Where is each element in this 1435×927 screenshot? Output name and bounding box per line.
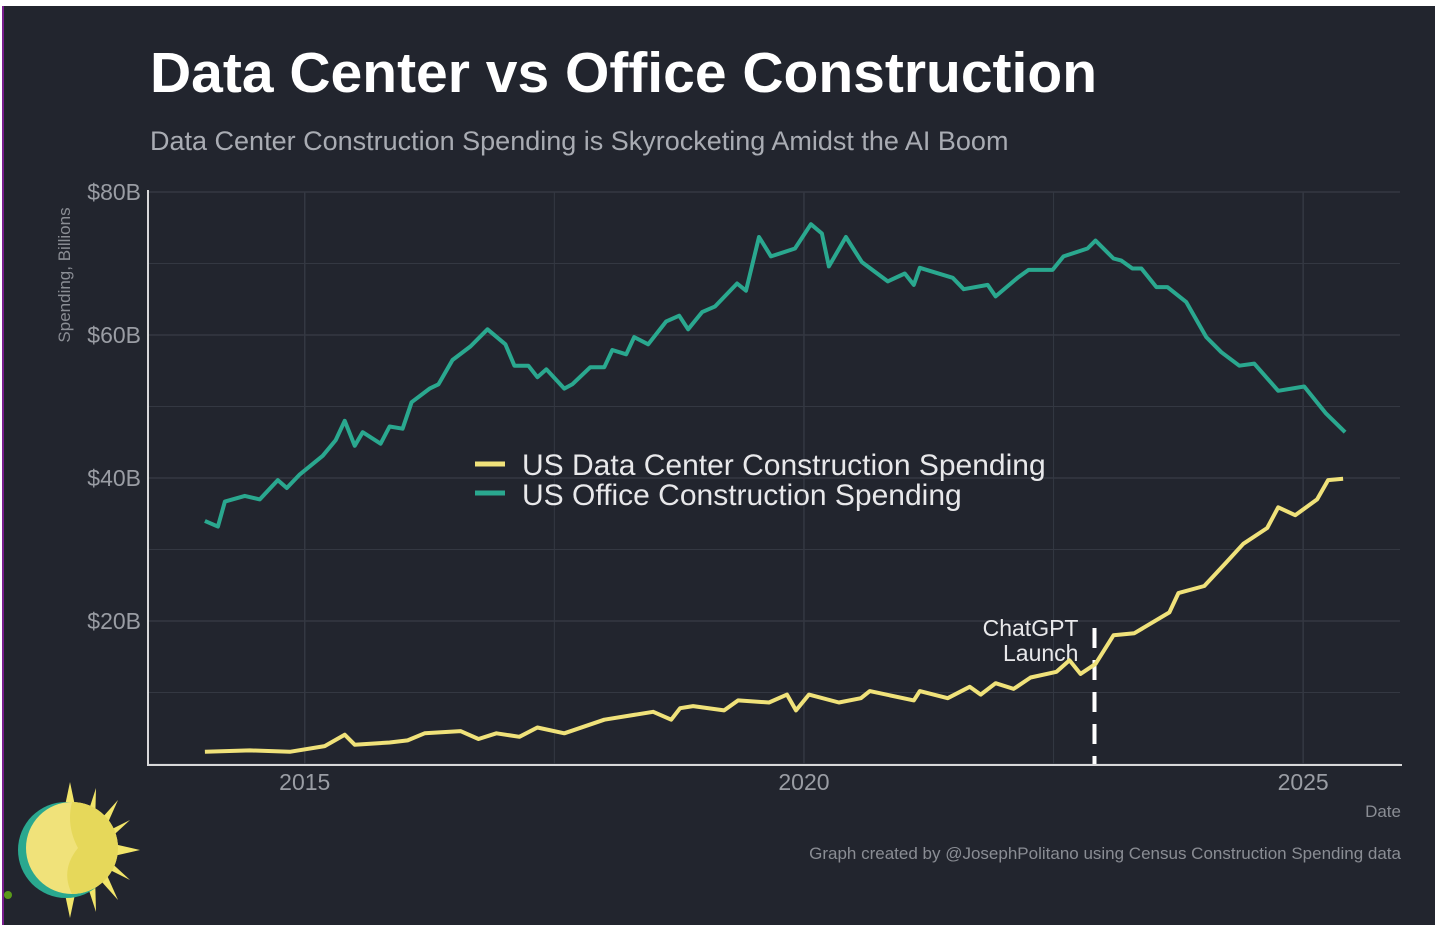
sun-eclipse-logo [18,782,140,918]
x-axis-label: Date [1365,802,1401,821]
corner-dot [4,891,12,899]
y-axis-label: Spending, Billions [55,207,74,342]
series-line-data-center [204,476,1344,754]
series-lines [204,222,1347,754]
y-tick-label: $60B [87,322,141,348]
x-tick-label: 2020 [778,769,829,795]
chart-subtitle: Data Center Construction Spending is Sky… [150,126,1009,156]
chatgpt-annotation: ChatGPT Launch [983,615,1097,764]
legend: US Data Center Construction Spending US … [475,449,1046,512]
x-tick-labels: 2015 2020 2025 [279,769,1329,795]
chart-background [2,6,1435,925]
x-tick-label: 2025 [1278,769,1329,795]
y-tick-label: $80B [87,179,141,205]
legend-label-data-center: US Data Center Construction Spending [522,449,1046,482]
series-line-office [204,222,1347,529]
legend-label-office: US Office Construction Spending [522,479,962,512]
x-tick-label: 2015 [279,769,330,795]
y-tick-label: $20B [87,608,141,634]
chart-title: Data Center vs Office Construction [150,41,1098,105]
annotation-line-1: ChatGPT [983,615,1079,641]
y-tick-label: $40B [87,465,141,491]
y-tick-labels: $20B $40B $60B $80B [87,179,141,634]
caption: Graph created by @JosephPolitano using C… [809,844,1401,863]
